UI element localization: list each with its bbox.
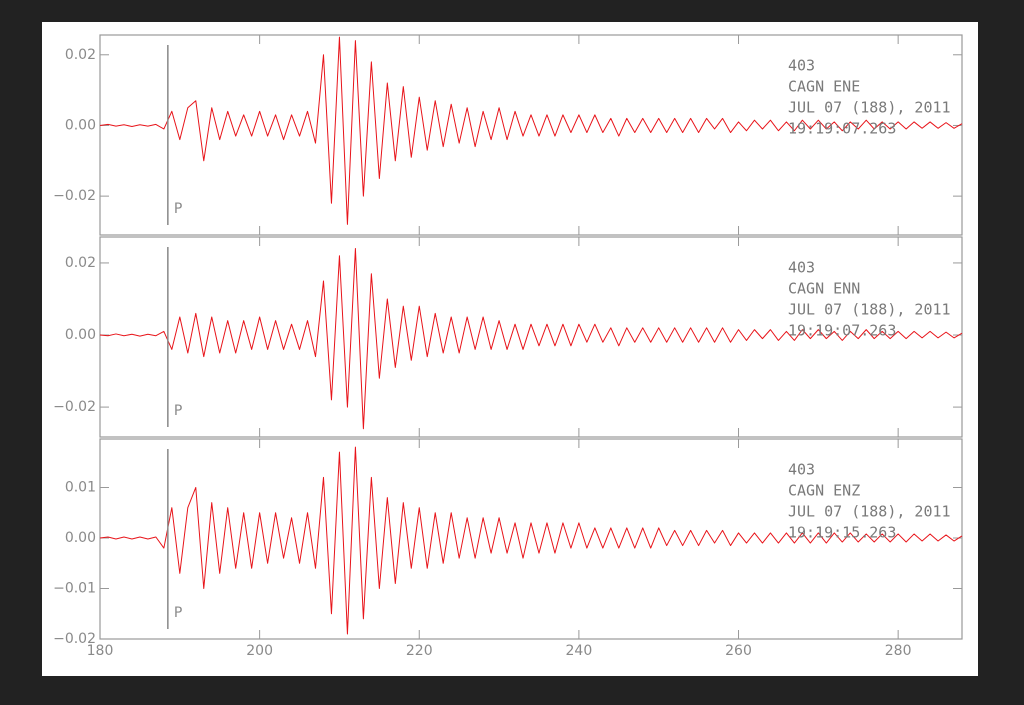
y-tick-label: 0.00: [65, 530, 96, 546]
y-tick-label: −0.02: [53, 399, 96, 415]
panel-frame: [99, 236, 963, 438]
x-tick-label: 180: [87, 643, 114, 659]
annotation: 403: [788, 461, 815, 479]
phase-label: P: [174, 403, 182, 419]
annotation: 403: [788, 57, 815, 75]
waveform: [99, 446, 963, 635]
annotation: CAGN ENZ: [788, 482, 860, 500]
waveform: [99, 248, 963, 430]
x-tick-label: 240: [566, 643, 593, 659]
annotation: JUL 07 (188), 2011: [788, 503, 951, 521]
y-tick-label: 0.00: [65, 327, 96, 343]
annotation: 403: [788, 259, 815, 277]
phase-label: P: [174, 201, 182, 217]
annotation: 19:19:07.263: [788, 120, 896, 138]
y-tick-label: −0.02: [53, 188, 96, 204]
x-tick-label: 280: [885, 643, 912, 659]
y-tick-label: −0.02: [53, 631, 96, 647]
phase-label: P: [174, 605, 182, 621]
annotation: CAGN ENE: [788, 78, 860, 96]
x-tick-label: 220: [406, 643, 433, 659]
x-tick-label: 200: [246, 643, 273, 659]
waveform: [99, 36, 963, 225]
annotation: 19:19:15.263: [788, 524, 896, 542]
annotation: JUL 07 (188), 2011: [788, 301, 951, 319]
annotation: JUL 07 (188), 2011: [788, 99, 951, 117]
panel-frame: [99, 34, 963, 236]
y-tick-label: 0.00: [65, 117, 96, 133]
panel-frame: [99, 438, 963, 640]
x-tick-label: 260: [725, 643, 752, 659]
annotation: CAGN ENN: [788, 280, 860, 298]
y-tick-label: 0.02: [65, 47, 96, 63]
annotation: 19:19:07.263: [788, 322, 896, 340]
y-tick-label: 0.01: [65, 479, 96, 495]
y-tick-label: −0.01: [53, 580, 96, 596]
y-tick-label: 0.02: [65, 255, 96, 271]
